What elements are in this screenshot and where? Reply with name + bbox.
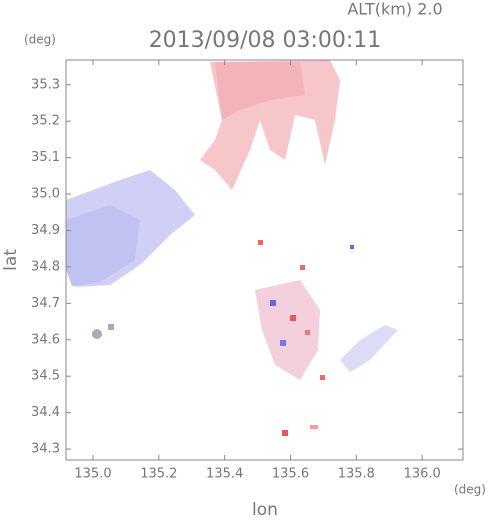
x-tick-label: 136.0 [404, 467, 441, 482]
echo-east [340, 325, 398, 372]
speckle [92, 329, 102, 339]
x-axis-label: lon [252, 500, 278, 520]
y-tick-label: 34.6 [31, 332, 60, 347]
speckle [320, 375, 325, 380]
y-tick-label: 34.8 [31, 259, 60, 274]
echo-north-core [215, 62, 305, 120]
x-tick-label: 135.2 [140, 467, 177, 482]
speckle [282, 430, 288, 436]
y-tick-label: 35.1 [31, 150, 60, 165]
speckle [270, 300, 276, 306]
y-tick-label: 35.3 [31, 77, 60, 92]
radar-echoes [66, 60, 398, 436]
x-unit: (deg) [454, 483, 486, 497]
speckle [258, 240, 263, 245]
plot-frame [65, 59, 464, 461]
chart-title: 2013/09/08 03:00:11 [149, 28, 382, 53]
y-tick-label: 35.0 [31, 187, 60, 202]
x-tick-label: 135.8 [338, 467, 375, 482]
y-tick-label: 35.2 [31, 114, 60, 129]
y-tick-label: 34.3 [31, 442, 60, 457]
echo-central [255, 280, 320, 380]
y-tick-label: 34.5 [31, 369, 60, 384]
speckle [300, 265, 305, 270]
speckles [92, 240, 354, 436]
speckle [108, 324, 114, 330]
y-axis-label: lat [1, 249, 21, 271]
speckle [280, 340, 286, 346]
speckle [310, 425, 318, 429]
speckle [290, 315, 296, 321]
x-tick-label: 135.4 [206, 467, 243, 482]
y-tick-label: 34.7 [31, 296, 60, 311]
x-tick-label: 135.0 [74, 467, 111, 482]
x-tick-label: 135.6 [272, 467, 309, 482]
speckle [305, 330, 310, 335]
y-tick-label: 34.4 [31, 405, 60, 420]
altitude-label: ALT(km) 2.0 [347, 0, 442, 19]
y-tick-label: 34.9 [31, 223, 60, 238]
y-unit: (deg) [24, 33, 56, 47]
speckle [350, 245, 354, 249]
echo-west-core [66, 205, 140, 286]
